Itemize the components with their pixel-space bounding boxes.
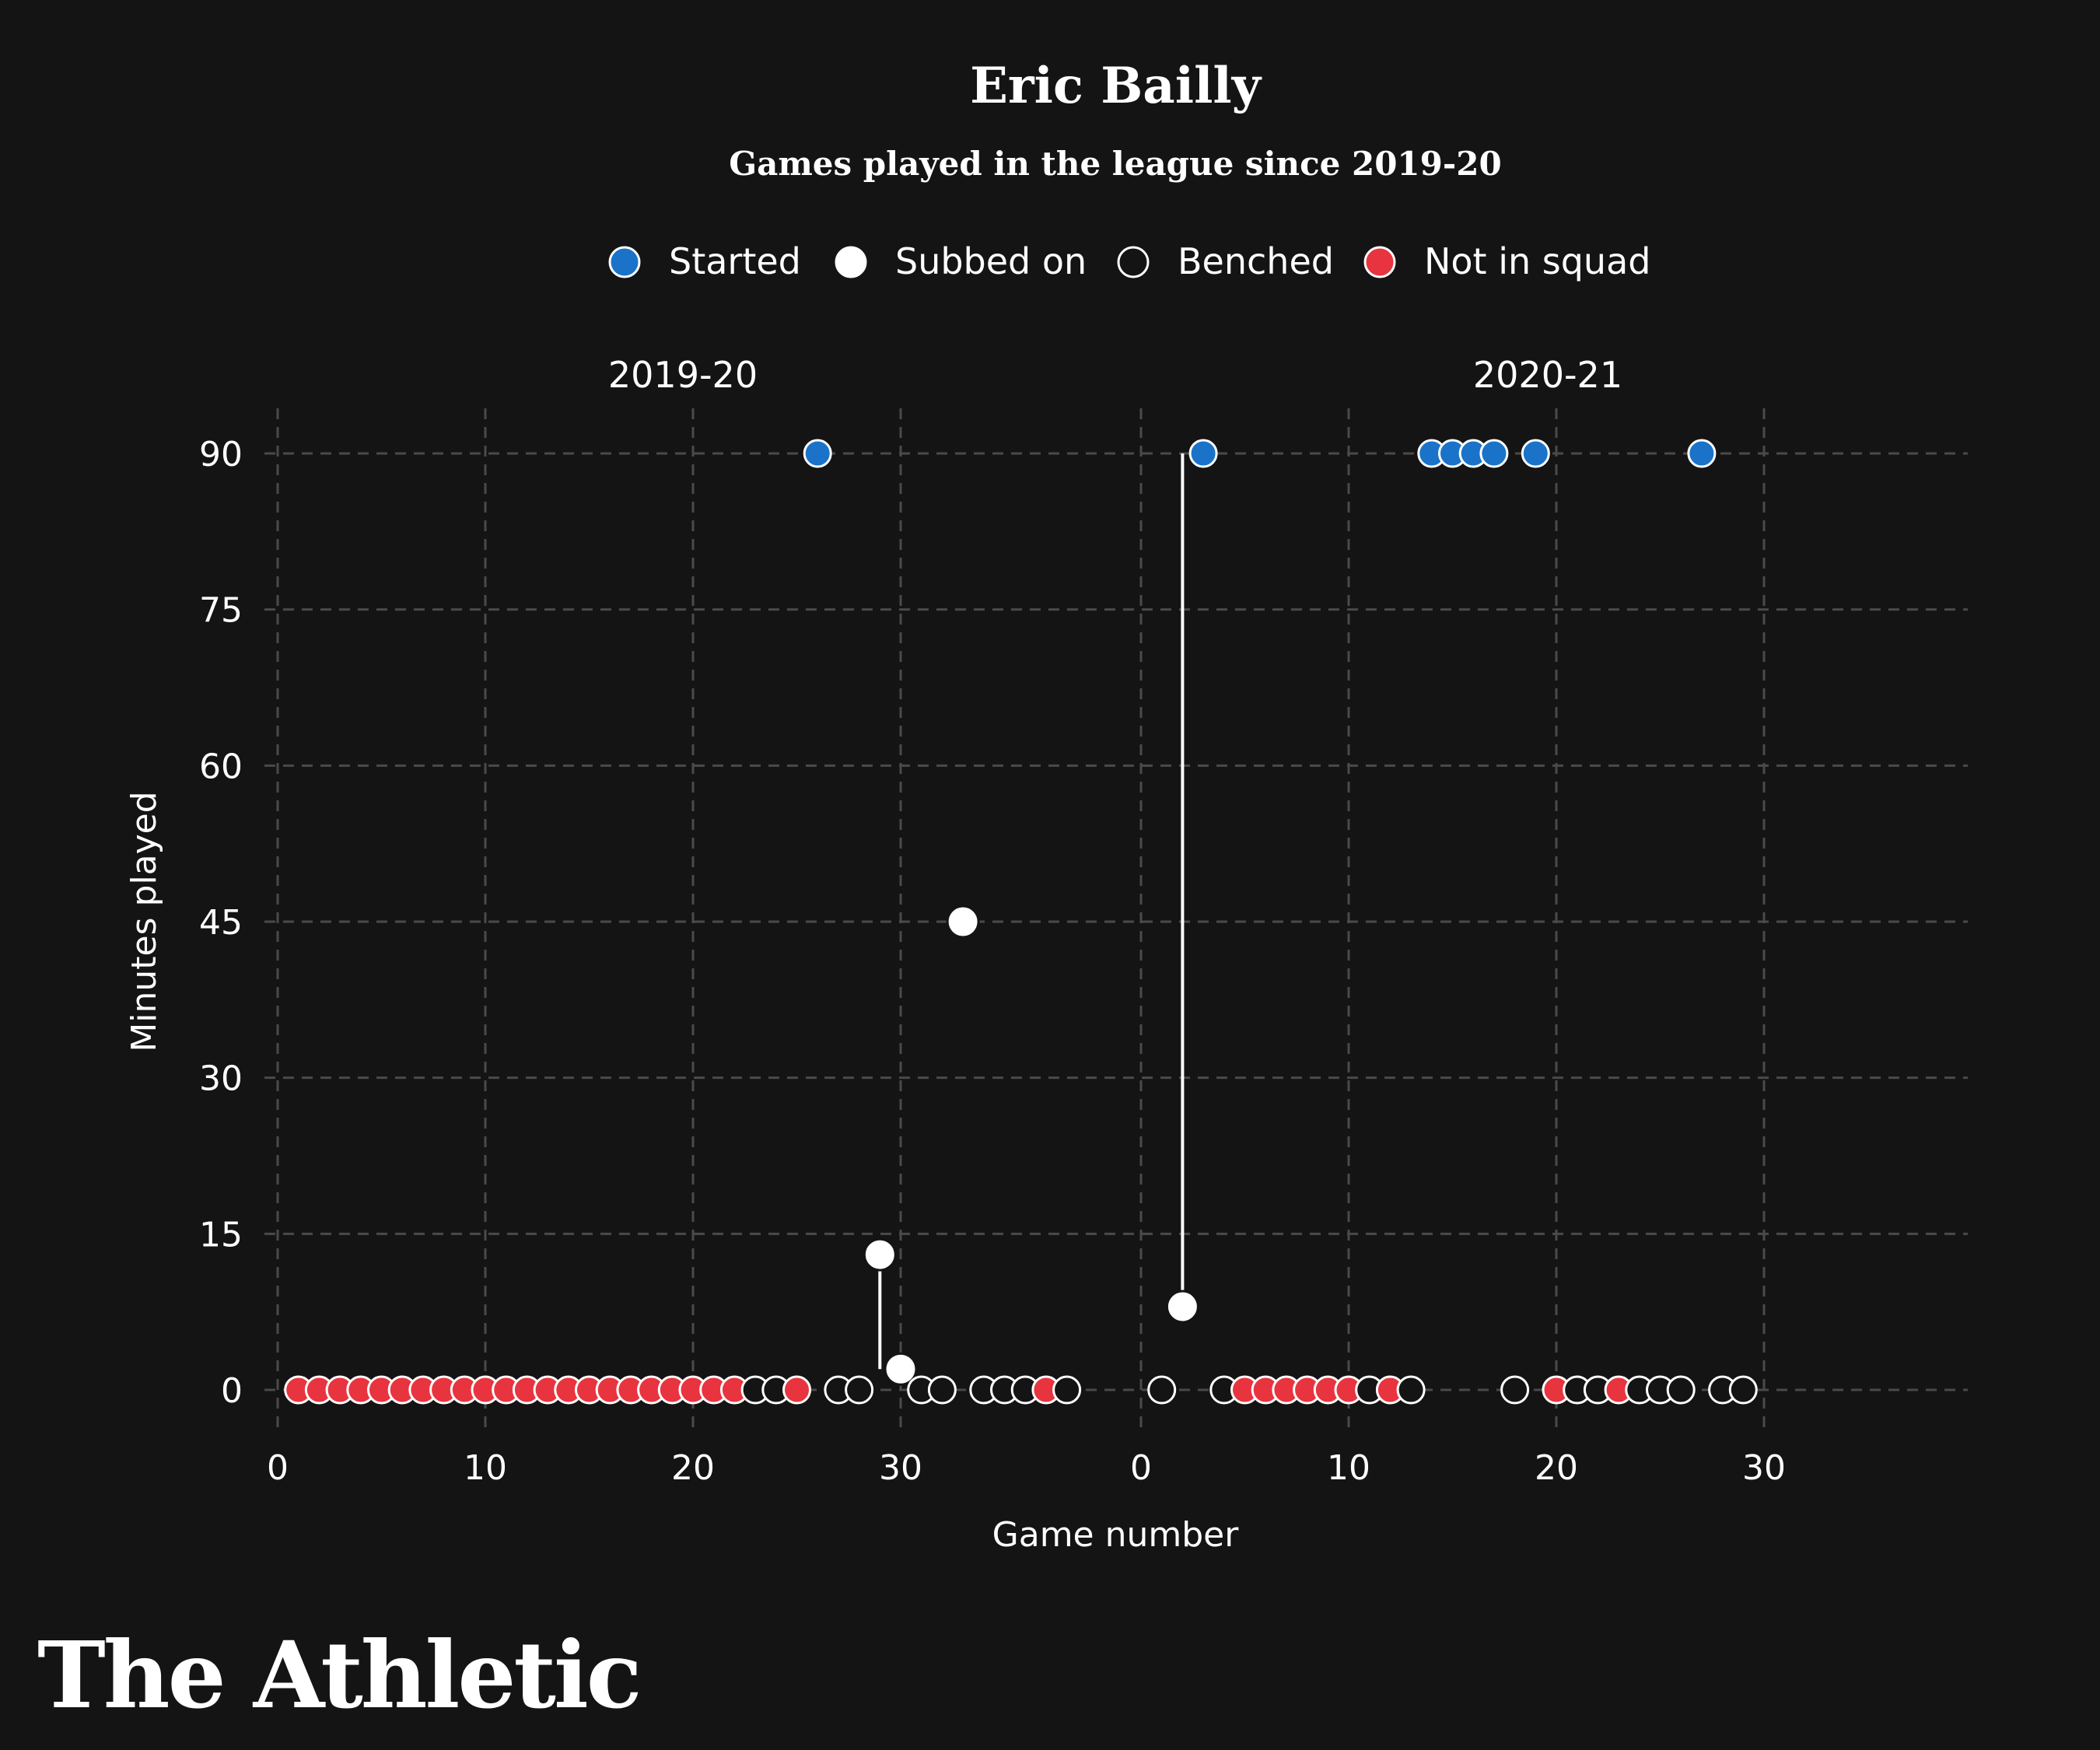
brand-logo: The Athletic — [37, 1621, 640, 1729]
x-axis-label: Game number — [992, 1515, 1240, 1555]
legend-marker-subbed-on — [835, 246, 867, 278]
point-started — [1479, 439, 1509, 468]
connector-lines — [878, 453, 1185, 1370]
season-labels: 2019-20 2020-21 — [608, 354, 1622, 396]
point-benched — [1500, 1375, 1530, 1405]
point-benched — [1666, 1375, 1696, 1405]
x-tick-label: 20 — [671, 1448, 715, 1488]
legend-marker-benched — [1117, 246, 1150, 278]
legend: Started Subbed on Benched Not in squad — [608, 240, 1650, 282]
y-tick-label: 0 — [221, 1371, 243, 1411]
point-benched — [1728, 1375, 1758, 1405]
x-tick-label: 30 — [1742, 1448, 1786, 1488]
y-tick-label: 45 — [199, 903, 243, 943]
point-started — [1687, 439, 1717, 468]
point-subbed-on — [1165, 1290, 1199, 1324]
point-subbed-on — [884, 1352, 918, 1386]
point-benched — [927, 1375, 957, 1405]
x-tick-label: 30 — [879, 1448, 922, 1488]
y-tick-label: 60 — [199, 747, 243, 786]
point-not-in-squad — [782, 1375, 811, 1405]
point-subbed-on — [863, 1237, 897, 1272]
point-benched — [845, 1375, 874, 1405]
point-benched — [1396, 1375, 1426, 1405]
x-tick-label: 10 — [464, 1448, 507, 1488]
chart-title: Eric Bailly — [970, 57, 1262, 115]
y-axis: 0 15 30 45 60 75 90 — [199, 435, 243, 1411]
legend-label-benched: Benched — [1178, 240, 1334, 282]
season-label-2020-21: 2020-21 — [1473, 354, 1622, 396]
x-tick-label: 0 — [267, 1448, 289, 1488]
data-points — [284, 439, 1758, 1405]
legend-marker-not-in-squad — [1363, 246, 1396, 278]
grid — [264, 408, 1968, 1431]
x-axis: 0 10 20 30 0 10 20 30 — [267, 1448, 1786, 1488]
legend-label-not-in-squad: Not in squad — [1424, 240, 1650, 282]
point-benched — [1052, 1375, 1082, 1405]
x-tick-label: 10 — [1327, 1448, 1370, 1488]
chart-subtitle: Games played in the league since 2019-20 — [729, 145, 1502, 183]
x-tick-label: 20 — [1535, 1448, 1578, 1488]
point-benched — [1147, 1375, 1177, 1405]
y-axis-label: Minutes played — [124, 791, 164, 1052]
legend-marker-started — [608, 246, 641, 278]
point-subbed-on — [946, 905, 980, 939]
y-tick-label: 15 — [199, 1215, 243, 1255]
point-started — [1188, 439, 1218, 468]
season-label-2019-20: 2019-20 — [608, 354, 758, 396]
y-tick-label: 90 — [199, 435, 243, 474]
point-started — [1521, 439, 1550, 468]
point-started — [803, 439, 832, 468]
x-tick-label: 0 — [1130, 1448, 1152, 1488]
y-tick-label: 75 — [199, 591, 243, 631]
y-tick-label: 30 — [199, 1059, 243, 1099]
legend-label-subbed-on: Subbed on — [895, 240, 1087, 282]
legend-label-started: Started — [669, 240, 801, 282]
